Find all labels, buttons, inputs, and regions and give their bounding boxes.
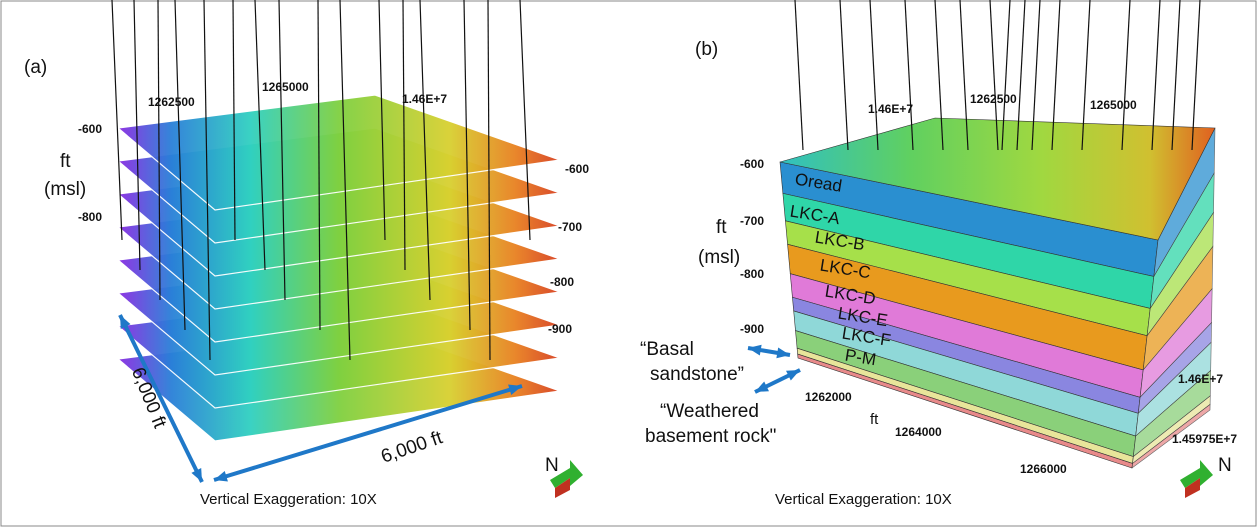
well [1171,0,1181,151]
well [1016,0,1026,151]
label: 6,000 ft [378,427,445,468]
label: basement rock" [645,426,776,447]
well [1191,0,1201,151]
well [378,0,386,241]
label: (msl) [44,179,86,200]
well [254,0,266,271]
label: sandstone” [650,364,744,385]
arrow-head [748,344,762,356]
label: -800 [78,210,102,224]
well [839,0,849,151]
label: -800 [550,275,574,289]
arrow [118,314,204,483]
label: 1.45975E+7 [1172,432,1237,446]
well [959,0,969,151]
well [1051,0,1061,151]
label: 1262500 [970,92,1017,106]
top-surface [779,117,1216,241]
north-arrow-base [1185,478,1200,498]
label: -900 [740,322,764,336]
label: 1265000 [1090,98,1137,112]
label: (b) [695,39,718,60]
well [904,0,914,151]
well [519,0,531,241]
label: P-M [844,346,878,370]
well [487,0,491,361]
label: -600 [565,162,589,176]
label: -600 [740,157,764,171]
north-arrow [1180,460,1213,488]
arrow-head [214,471,228,482]
label: 1265000 [262,80,309,94]
well [111,0,123,241]
label: 1262500 [148,95,195,109]
well [463,0,471,331]
label: N [1218,455,1232,476]
north-arrow [550,460,583,488]
well [934,0,944,151]
arrow-head [120,315,131,329]
well [278,0,286,301]
well [317,0,321,331]
label: -600 [78,122,102,136]
well [419,0,431,301]
label: (a) [24,57,47,78]
label: ft [60,151,71,172]
well [1001,0,1011,151]
label: N [545,455,559,476]
well [1081,0,1091,151]
label: 1264000 [895,425,942,439]
label: 1262000 [805,390,852,404]
arrow-head [786,370,800,381]
label: -700 [740,214,764,228]
well [989,0,999,151]
label: ft [716,217,727,238]
label: -800 [740,267,764,281]
label: 1.46E+7 [402,92,447,106]
label: (msl) [698,247,740,268]
well [1151,0,1161,151]
well [1121,0,1131,151]
label: 1.46E+7 [1178,372,1223,386]
arrow-head [755,381,769,392]
arrow-head [776,347,790,359]
label: -900 [548,322,572,336]
well [133,0,141,271]
layer-side [1131,403,1211,469]
well [232,0,236,241]
well [157,0,161,301]
label: “Weathered [660,401,759,422]
label: ft [870,411,879,428]
label: Vertical Exaggeration: 10X [775,491,952,508]
well [869,0,879,151]
well [203,0,211,361]
label: “Basal [640,339,694,360]
well [794,0,804,151]
arrow [213,384,523,482]
slice [116,94,561,211]
label: 1.46E+7 [868,102,913,116]
label: -700 [558,220,582,234]
arrow-head [191,468,202,482]
well [174,0,186,331]
well [402,0,406,271]
well [339,0,351,361]
arrow-head [508,384,522,395]
label: Vertical Exaggeration: 10X [200,491,377,508]
label: 1266000 [1020,462,1067,476]
well [1031,0,1041,151]
north-arrow-base [555,478,570,498]
